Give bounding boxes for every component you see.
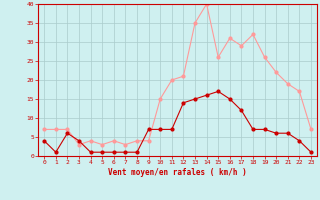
X-axis label: Vent moyen/en rafales ( km/h ): Vent moyen/en rafales ( km/h ) <box>108 168 247 177</box>
